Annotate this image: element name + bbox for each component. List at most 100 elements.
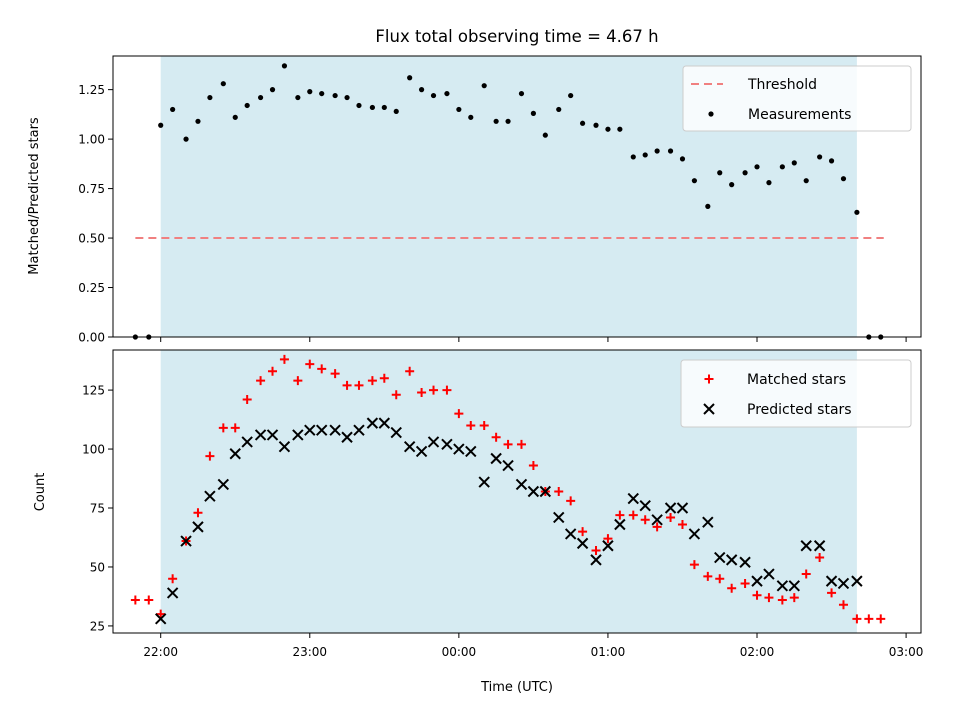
top-measurements-point [232,114,238,120]
legend-predicted-stars-swatch [703,403,715,415]
bottom-matched-stars-point [615,510,625,520]
bottom-matched-stars-point [256,376,266,386]
bottom-matched-stars-point [491,432,501,442]
legend-measurements-label: Measurements [748,107,851,123]
bottom-predicted-stars-point [304,424,316,436]
bottom-matched-stars-point [603,534,613,544]
bottom-xtick-label: 23:00 [292,645,327,659]
bottom-predicted-stars-point [217,478,230,491]
bottom-axes-frame [112,349,922,634]
bottom-predicted-stars-point [714,551,726,564]
top-measurements-point [642,152,648,158]
bottom-predicted-stars-point [553,511,565,524]
bottom-predicted-stars-point [576,537,589,550]
bottom-predicted-stars-point [254,429,267,441]
top-measurements-point [444,90,450,97]
bottom-ytick-label: 25 [90,619,105,633]
top-measurements-point [593,122,599,128]
bottom-matched-stars-point [466,420,476,430]
top-measurements-point [381,104,387,111]
bottom-matched-stars-point [764,593,774,603]
bottom-predicted-stars-point [564,528,577,540]
top-measurements-point [579,120,586,126]
top-measurements-point [220,81,226,87]
top-measurements-point [679,156,686,162]
bottom-matched-stars-point [740,578,750,588]
bottom-predicted-stars-point [813,540,826,552]
top-measurements-point [393,108,399,115]
bottom-predicted-stars-point [851,575,863,587]
top-measurements-point [257,94,264,101]
bottom-matched-stars-point [777,595,787,605]
bottom-matched-stars-point [242,395,252,405]
top-measurements-point [481,83,487,89]
bottom-matched-stars-point [727,583,737,593]
top-legend-box [682,65,912,132]
legend-predicted-stars-label: Predicted stars [747,402,852,418]
top-ytick-label: 1.00 [78,133,105,147]
top-ytick-label: 0.75 [78,182,105,196]
bottom-matched-stars-point [130,595,140,605]
top-ytick-label: 1.25 [78,83,105,97]
bottom-predicted-stars-point [702,516,714,528]
bottom-matched-stars-point [628,510,638,520]
bottom-predicted-stars-point [527,485,540,498]
top-measurements-point [854,209,860,215]
bottom-panel: 25 50 75 100 125 22:00 23:00 00:00 01:00 02:00 03… [33,349,924,695]
chart-title: Flux total observing time = 4.67 h [375,27,658,46]
top-measurements-point [717,170,723,176]
bottom-predicted-stars-point [329,424,341,436]
bottom-matched-stars-point [429,385,439,395]
bottom-matched-stars-point [640,515,650,525]
top-legend: Threshold Measurements [682,65,912,132]
bottom-matched-stars-point [677,520,687,530]
bottom-predicted-stars-point [688,528,701,540]
bottom-predicted-stars-point [788,580,800,592]
bottom-xtick-label: 03:00 [889,645,924,659]
bottom-matched-stars-point [789,593,799,603]
bottom-matched-stars-point [218,423,228,433]
top-measurements-point [691,178,698,184]
top-measurements-point [244,102,250,109]
bottom-matched-stars-point [554,487,564,496]
bottom-predicted-stars-point [639,499,651,512]
bottom-predicted-stars-point [825,575,838,587]
top-measurements-point [307,89,313,95]
bottom-predicted-stars-point [166,587,179,599]
bottom-matched-stars-point [566,496,576,506]
bottom-xtick-label: 00:00 [442,645,477,659]
legend-matched-stars-label: Matched stars [747,372,846,388]
bottom-matched-stars-point [367,376,377,386]
bottom-predicted-stars-point [651,514,663,526]
top-measurements-point [493,118,499,124]
bottom-matched-stars-point [516,439,526,449]
top-measurements-point [630,154,636,160]
top-measurements-point [530,110,536,116]
bottom-matched-stars-point [703,571,713,581]
top-measurements-point [803,178,809,184]
bottom-markers [130,354,886,625]
top-measurements-point [556,106,562,113]
bottom-y-axis-label: Count [33,473,48,512]
bottom-predicted-stars-point [390,426,402,439]
bottom-xtick-label: 22:00 [143,645,178,659]
bottom-predicted-stars-point [427,436,440,448]
bottom-matched-stars-point [503,439,513,449]
top-measurements-point [356,102,362,109]
bottom-matched-stars-point [666,512,676,522]
top-measurements-point [281,63,288,69]
top-xticks [160,337,907,342]
top-axes-frame [112,55,922,338]
bottom-predicted-stars-point [465,445,477,458]
bottom-predicted-stars-point [366,417,379,429]
bottom-ytick-label: 50 [90,560,105,574]
bottom-predicted-stars-point [278,440,291,453]
bottom-predicted-stars-point [664,502,677,514]
top-measurements-point [295,94,301,101]
top-measurements-point [269,87,276,93]
bottom-matched-stars-point [342,380,352,390]
top-measurements-point [828,158,835,164]
top-measurements-point [418,87,425,93]
bottom-ytick-label: 125 [82,384,105,398]
